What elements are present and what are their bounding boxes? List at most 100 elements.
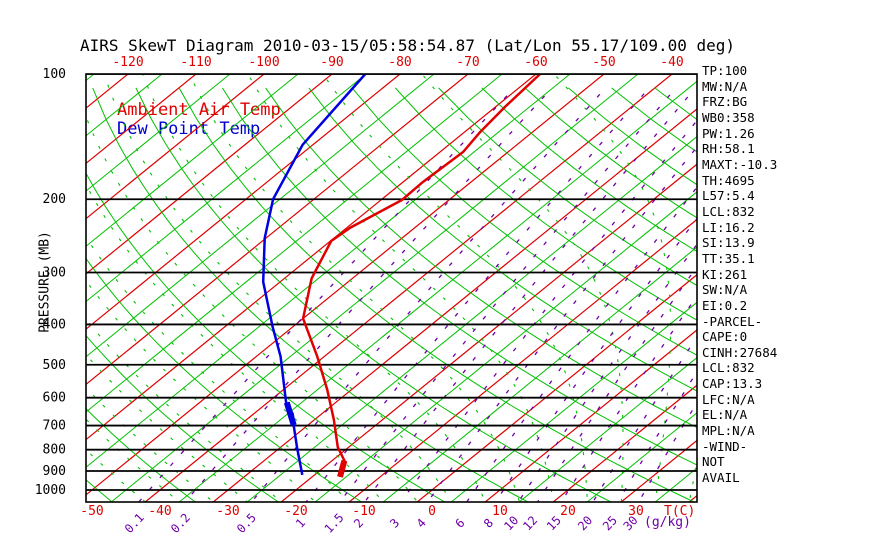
isotherm-major	[280, 163, 697, 502]
stats-row: TH:4695	[702, 172, 755, 188]
pressure-axis-tick: 400	[43, 317, 66, 332]
isotherm-major	[416, 273, 697, 502]
moist-adiabat	[86, 449, 146, 502]
moist-adiabat	[322, 74, 588, 502]
moist-adiabat	[141, 74, 486, 502]
dry-adiabat	[86, 257, 362, 502]
isotherm-minor	[246, 135, 697, 502]
mixing-ratio-tick: 20	[575, 513, 595, 533]
stats-row: AVAIL	[702, 470, 740, 486]
top-axis-tick: -40	[660, 55, 683, 70]
air-temp-curve-thick-bar	[337, 459, 348, 478]
stats-row: MAXT:-10.3	[702, 156, 778, 172]
isotherm-minor	[110, 74, 639, 502]
mixing-ratio-tick: 12	[520, 513, 540, 533]
stats-row: KI:261	[702, 266, 748, 282]
mixing-ratio-unit-label: (g/kg)	[644, 515, 691, 530]
isotherm-minor	[450, 301, 697, 502]
isotherm-minor	[586, 412, 697, 502]
isotherm-major	[86, 74, 333, 275]
bottom-axis-tick: 20	[560, 504, 576, 519]
isotherm-minor	[86, 74, 231, 192]
stats-row: TT:35.1	[702, 250, 755, 266]
mixing-ratio-tick: 25	[600, 513, 620, 533]
moist-adiabat	[86, 279, 316, 502]
bottom-axis-tick: 0	[428, 504, 436, 519]
stats-row: RH:58.1	[702, 141, 755, 157]
temp-unit-label: T(C)	[664, 504, 696, 519]
bottom-axis-tick: 30	[628, 504, 644, 519]
stats-row: LCL:832	[702, 360, 755, 376]
stats-row: WB0:358	[702, 109, 755, 125]
top-axis-tick: -60	[524, 55, 547, 70]
top-axis-tick: -110	[180, 55, 211, 70]
mixing-ratio-tick: 4	[414, 516, 429, 531]
pressure-axis-tick: 500	[43, 358, 66, 373]
mixing-ratio-line	[592, 335, 697, 502]
isotherm-major	[86, 74, 605, 496]
stats-row: MPL:N/A	[702, 423, 755, 439]
stats-row: FRZ:BG	[702, 94, 748, 110]
bottom-axis-tick: -50	[80, 504, 103, 519]
moist-adiabat	[86, 183, 384, 502]
pressure-axis-tick: 700	[43, 419, 66, 434]
isotherm-major	[0, 74, 60, 502]
legend-dew-point-temp: Dew Point Temp	[117, 119, 261, 139]
isotherm-minor	[86, 74, 163, 137]
top-axis-tick: -70	[456, 55, 479, 70]
isotherm-major	[484, 329, 697, 502]
stats-row: EL:N/A	[702, 407, 748, 423]
top-axis-tick: -120	[112, 55, 143, 70]
pressure-axis-tick: 300	[43, 265, 66, 280]
dry-adiabat	[86, 407, 196, 502]
moist-adiabat	[188, 74, 520, 502]
stats-row: TP:100	[702, 63, 748, 78]
stats-row: CAP:13.3	[702, 376, 763, 392]
isotherm-minor	[86, 74, 299, 247]
stats-row: -PARCEL-	[702, 313, 763, 329]
dry-adiabat	[438, 87, 697, 287]
mixing-ratio-line	[537, 265, 697, 502]
isotherm-major	[86, 74, 401, 330]
isotherm-minor	[314, 191, 697, 502]
moist-adiabat	[86, 386, 214, 502]
dew-point-curve-thick-bar	[283, 401, 297, 426]
isotherm-minor	[86, 74, 571, 468]
stats-row: CINH:27684	[702, 344, 778, 360]
dry-adiabat	[308, 87, 697, 392]
mixing-ratio-line	[305, 87, 650, 502]
top-axis-tick: -80	[388, 55, 411, 70]
mixing-ratio-tick: 6	[452, 516, 467, 531]
isotherm-major	[86, 74, 469, 386]
isotherm-minor	[518, 356, 697, 502]
pressure-axis-tick: 200	[43, 192, 66, 207]
bottom-axis-tick: -40	[148, 504, 171, 519]
moist-adiabat	[86, 236, 350, 502]
dry-adiabat	[481, 87, 697, 253]
dry-adiabat	[265, 87, 697, 429]
mixing-ratio-tick: 0.2	[168, 511, 193, 536]
dry-adiabat	[178, 87, 695, 502]
dry-adiabat	[86, 334, 279, 502]
mixing-ratio-line	[251, 87, 606, 502]
isotherm-minor	[86, 74, 367, 303]
mixing-ratio-line	[617, 370, 697, 502]
pressure-axis-tick: 800	[43, 443, 66, 458]
stats-row: LI:16.2	[702, 219, 755, 235]
dry-adiabat	[394, 87, 697, 321]
stats-row: EI:0.2	[702, 297, 748, 313]
isotherm-major	[86, 74, 265, 220]
page-title: AIRS SkewT Diagram 2010-03-15/05:58:54.8…	[80, 36, 736, 55]
isotherm-major	[86, 74, 537, 441]
top-axis-tick: -50	[592, 55, 615, 70]
pressure-axis-tick: 900	[43, 464, 66, 479]
stats-row: CAPE:0	[702, 329, 748, 345]
stats-row: SW:N/A	[702, 282, 748, 298]
mixing-ratio-tick: 0.1	[122, 511, 147, 536]
mixing-ratio-line	[427, 145, 697, 502]
dry-adiabat	[86, 479, 113, 502]
moist-adiabat	[553, 74, 672, 502]
isotherm-major	[86, 74, 197, 165]
pressure-axis-tick: 600	[43, 391, 66, 406]
